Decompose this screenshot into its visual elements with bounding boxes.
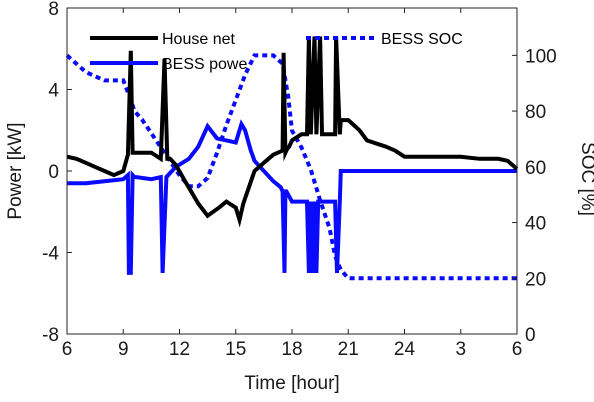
y-left-tick-label: 8: [48, 0, 59, 20]
x-axis-label: Time [hour]: [244, 373, 339, 394]
series-line-bess-powe: [67, 119, 517, 275]
x-tick-label: 6: [512, 339, 523, 360]
y-right-tick-label: 80: [525, 102, 546, 123]
series-line-bess-soc: [65, 53, 517, 281]
y-axis-left-label: Power [kW]: [5, 122, 26, 219]
legend: House net BESS powe BESS SOC: [90, 31, 463, 73]
axis-ticks: [66, 7, 518, 335]
y-left-tick-label: 4: [48, 81, 59, 102]
x-tick-label: 24: [394, 339, 416, 360]
y-left-tick-label: -8: [42, 325, 59, 346]
plot-lines: [65, 36, 519, 281]
y-right-tick-label: 0: [525, 325, 536, 346]
legend-label-bess-soc: BESS SOC: [381, 31, 463, 48]
y-left-tick-label: -4: [42, 244, 59, 265]
y-left-tick-label: 0: [48, 162, 59, 183]
x-tick-label: 12: [169, 339, 190, 360]
x-tick-label: 18: [281, 339, 302, 360]
legend-label-bess-power: BESS powe: [162, 56, 247, 73]
legend-label-house-net: House net: [162, 31, 235, 48]
x-tick-label: 21: [338, 339, 359, 360]
series-line-house-net: [66, 36, 519, 228]
x-tick-label: 15: [225, 339, 246, 360]
x-tick-label: 6: [62, 339, 73, 360]
y-right-tick-label: 60: [525, 158, 546, 179]
y-right-tick-label: 20: [525, 269, 546, 290]
y-right-tick-label: 100: [525, 46, 557, 67]
x-tick-label: 9: [118, 339, 129, 360]
y-right-tick-label: 40: [525, 214, 546, 235]
x-tick-label: 3: [455, 339, 466, 360]
y-axis-right-label: SOC [%]: [577, 142, 594, 216]
